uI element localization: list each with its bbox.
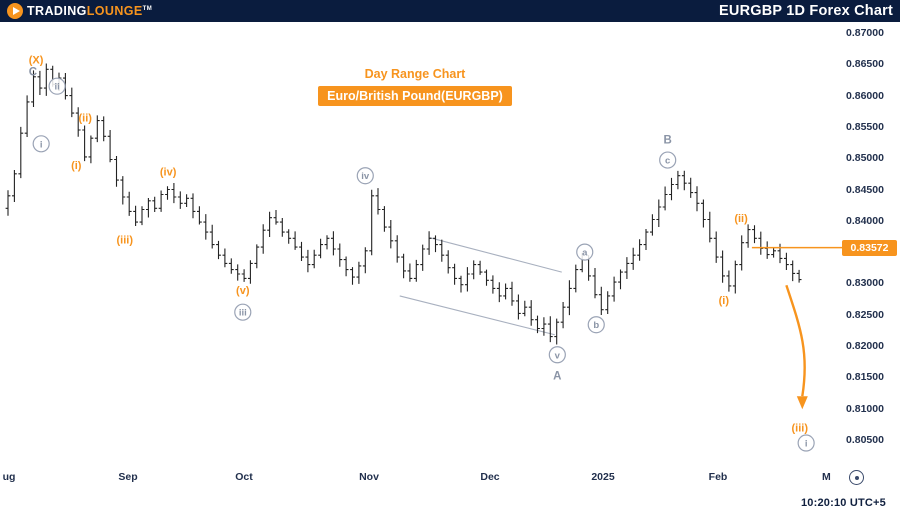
wave-label: i	[40, 139, 43, 150]
time-axis-label: Oct	[235, 471, 253, 483]
wave-label: A	[553, 371, 561, 383]
wave-label: (ii)	[734, 213, 748, 225]
price-axis-label: 0.80500	[846, 433, 884, 446]
wave-label: C	[29, 66, 37, 78]
wave-label-circle	[48, 77, 66, 95]
logo-wordmark: TRADINGLOUNGETM	[27, 5, 152, 18]
wave-label-circle	[548, 346, 566, 364]
wave-label: B	[664, 135, 672, 147]
time-axis-label: Nov	[359, 471, 379, 483]
price-bar-ticks	[5, 68, 802, 338]
time-axis-label: 2025	[591, 471, 615, 483]
price-axis-label: 0.83000	[846, 277, 884, 290]
timeframe-button[interactable]: M	[822, 471, 831, 483]
wave-label: (ii)	[78, 113, 92, 125]
wave-label: (i)	[719, 295, 730, 307]
price-axis-label: 0.84500	[846, 183, 884, 196]
price-axis-label: 0.86000	[846, 89, 884, 102]
forecast-arrow-head	[796, 396, 808, 410]
time-axis-label: Feb	[708, 471, 728, 483]
page-title: EURGBP 1D Forex Chart	[719, 3, 893, 19]
logo-text-lounge: LOUNGE	[86, 3, 143, 18]
price-bars	[7, 63, 800, 345]
price-axis-label: 0.82000	[846, 340, 884, 352]
wave-label: (X)	[29, 54, 44, 66]
trendline	[429, 237, 562, 273]
trendline	[399, 295, 555, 336]
logo-trademark: TM	[142, 5, 153, 12]
price-axis-label: 0.82500	[846, 308, 884, 321]
price-axis-label: 0.81500	[846, 371, 884, 384]
wave-label-circle	[32, 135, 50, 153]
wave-label: v	[555, 350, 561, 361]
wave-label: (v)	[236, 285, 250, 297]
brand-logo[interactable]: TRADINGLOUNGETM	[7, 3, 152, 19]
wave-label: c	[665, 156, 670, 167]
wave-label-circle	[587, 316, 605, 334]
price-axis-label: 0.84000	[846, 214, 884, 227]
wave-label: iv	[361, 171, 370, 182]
wave-label-circle	[576, 243, 594, 261]
settings-icon[interactable]	[849, 470, 864, 485]
wave-label-circle	[797, 434, 815, 452]
time-axis-label: ug	[2, 471, 16, 483]
wave-label: ii	[54, 82, 59, 93]
instrument-banner: Euro/British Pound(EURGBP)	[318, 86, 512, 106]
price-axis-label: 0.85500	[846, 120, 884, 133]
time-axis[interactable]: ug Sep Oct Nov Dec 2025 Feb	[0, 468, 845, 488]
time-axis-label: Dec	[480, 471, 500, 483]
logo-icon	[7, 3, 23, 19]
forecast-arrow	[785, 284, 806, 397]
price-axis-label: 0.87000	[846, 27, 884, 39]
wave-label-circle	[356, 167, 374, 185]
wave-label: a	[582, 248, 588, 259]
wave-label: (iii)	[117, 235, 134, 247]
logo-text-trading: TRADING	[27, 3, 87, 18]
wave-label-circle	[659, 151, 677, 169]
wave-label: iii	[239, 308, 247, 319]
timestamp: 10:20:10 UTC+5	[800, 497, 886, 509]
price-axis-label: 0.85000	[846, 152, 884, 165]
price-axis-label: 0.86500	[846, 58, 884, 71]
wave-label: (iv)	[160, 166, 177, 178]
time-axis-label: Sep	[118, 471, 138, 483]
wave-label: b	[593, 320, 599, 331]
header-bar: TRADINGLOUNGETM EURGBP 1D Forex Chart	[0, 0, 900, 22]
wave-label: (i)	[71, 160, 82, 172]
current-price-badge: 0.83572	[842, 239, 897, 256]
settings-icon-dot	[854, 475, 859, 480]
wave-label: i	[805, 439, 808, 450]
wave-label-circle	[234, 303, 252, 321]
price-axis-label: 0.81000	[846, 402, 884, 415]
chart-subtitle: Day Range Chart	[364, 67, 466, 81]
wave-label: (iii)	[792, 423, 809, 435]
